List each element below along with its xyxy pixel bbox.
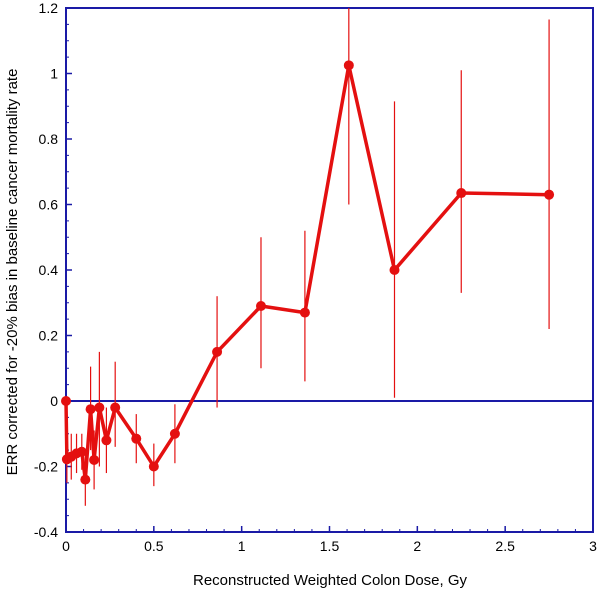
series-line [64,63,550,482]
data-point [85,404,96,415]
data-point [110,402,121,413]
data-point [89,454,100,465]
data-point [212,346,223,357]
x-tick-label: 1 [238,538,246,554]
y-tick-label: 0 [50,393,58,409]
x-tick-label: 3 [589,538,597,554]
x-tick-label: 2.5 [495,538,515,554]
data-point [101,435,112,446]
data-point [343,60,354,71]
data-point [299,307,310,318]
data-point [76,446,87,457]
data-point [255,301,266,312]
data-point [148,461,159,472]
data-point [94,402,105,413]
y-tick-label: -0.4 [34,524,58,540]
x-tick-label: 0.5 [144,538,164,554]
data-point [389,265,400,275]
y-tick-label: 0.2 [39,328,59,344]
plot-area: 0 0.5 1 1.5 2 2.5 3 -0.4 -0.2 0 0.2 0.4 0.6 0.8 1 1.2 [34,0,597,554]
x-tick-label: 0 [62,538,70,554]
data-point [61,396,71,406]
data-point [456,188,467,199]
y-tick-label: 0.4 [39,262,59,278]
y-tick-label: -0.2 [34,459,58,475]
x-axis-label: Reconstructed Weighted Colon Dose, Gy [193,572,468,589]
data-point [80,474,91,485]
y-tick-label: 1.2 [39,0,59,16]
data-point [544,189,555,200]
x-tick-label: 2 [413,538,421,554]
x-tick-label: 1.5 [320,538,340,554]
y-axis-label: ERR corrected for -20% bias in baseline … [4,69,21,476]
y-tick-label: 1 [50,66,58,82]
y-tick-label: 0.8 [39,131,59,147]
y-tick-label: 0.6 [39,197,59,213]
data-point [131,433,142,444]
data-point [169,428,180,439]
